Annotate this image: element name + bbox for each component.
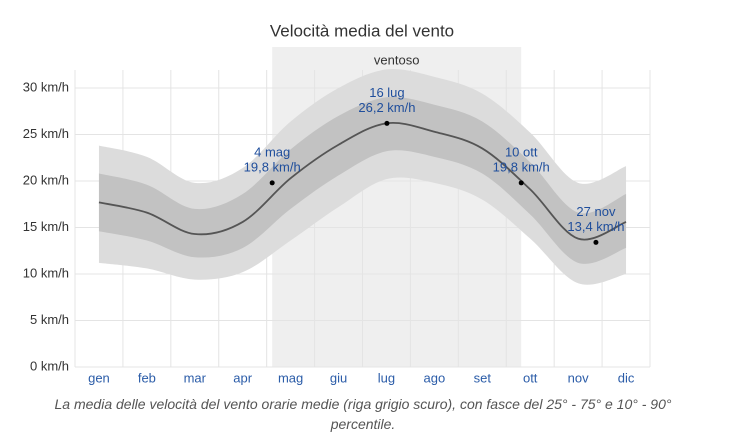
chart-title: Velocità media del vento [270,21,454,40]
chart: Velocità media del vento ventoso 0 km/h 5 … [23,21,651,385]
percentile-band [98,96,627,264]
annotation-point [269,180,275,186]
annotation-point [518,180,524,186]
annotation-date: 10 ott [505,144,538,159]
y-tick-label: 25 km/h [23,126,69,141]
annotation-date: 27 nov [576,204,616,219]
x-tick-label: giu [330,370,347,385]
x-tick-label: lug [378,370,395,385]
x-tick-label: set [474,370,492,385]
annotation-value: 26,2 km/h [358,100,415,115]
annotation-point [384,120,390,126]
y-tick-label: 10 km/h [23,265,69,280]
x-tick-label: nov [568,370,589,385]
annotation-point [593,239,599,245]
season-label: ventoso [374,52,420,67]
y-tick-label: 30 km/h [23,79,69,94]
mean-line [98,122,627,241]
y-tick-label: 5 km/h [30,312,69,327]
x-tick-label: apr [233,370,252,385]
y-tick-label: 20 km/h [23,172,69,187]
x-tick-label: ott [523,370,538,385]
annotation-date: 16 lug [369,85,404,100]
annotation-value: 19,8 km/h [493,159,550,174]
annotation-value: 13,4 km/h [567,219,624,234]
y-tick-label: 0 km/h [30,358,69,373]
annotation-date: 4 mag [254,144,290,159]
x-tick-label: ago [424,370,446,385]
x-tick-label: gen [88,370,110,385]
annotation-value: 19,8 km/h [244,159,301,174]
x-tick-label: mar [184,370,207,385]
caption: La media delle velocità del vento orarie… [54,396,672,432]
x-tick-label: dic [618,370,635,385]
x-tick-label: feb [138,370,156,385]
y-tick-label: 15 km/h [23,219,69,234]
x-tick-label: mag [278,370,303,385]
